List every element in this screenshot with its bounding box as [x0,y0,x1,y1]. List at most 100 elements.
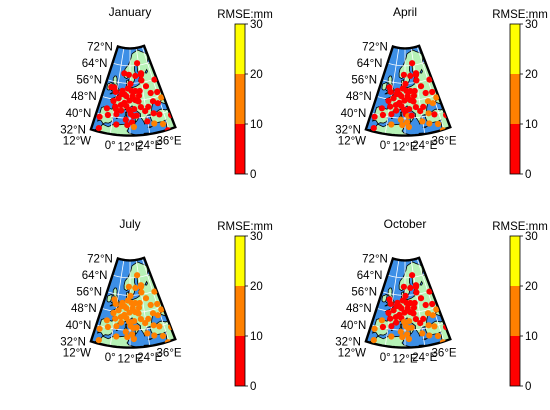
station-point [122,116,129,123]
station-point [408,324,415,331]
stations [370,60,450,136]
station-point [400,71,407,78]
station-point [433,306,440,313]
station-point [407,87,414,95]
colorbar-tick: 0 [525,169,531,181]
colorbar-band [235,336,245,386]
station-point [124,334,131,341]
lon-label: 24°E [137,140,162,152]
station-point [145,103,152,110]
station-point [422,301,429,309]
station-point [409,60,416,67]
station-point [407,284,414,291]
colorbar-tick: 30 [525,231,538,243]
station-point [419,118,426,125]
station-point [398,93,405,100]
colorbar-tick: 30 [250,231,263,243]
station-point [393,107,400,114]
station-point [426,120,433,127]
station-point [138,289,145,296]
station-point [159,332,167,340]
colorbar-tick: 20 [250,281,263,293]
station-point [113,121,120,128]
panel-title: July [119,217,140,231]
station-point [124,85,131,92]
station-point [135,310,142,317]
colorbar-band [510,236,520,286]
station-point [113,323,120,330]
station-point [399,297,406,304]
lon-label: 36°E [432,347,457,359]
station-point [113,111,120,118]
station-point [420,315,427,322]
station-point [135,304,143,311]
station-point [410,92,418,99]
station-point [413,289,420,296]
lon-label: 0° [105,352,116,364]
station-point [171,104,176,112]
lat-label: 40°N [341,108,367,120]
station-point [159,120,167,128]
station-point [121,70,128,77]
station-point [112,106,120,113]
station-point [135,92,143,99]
station-point [144,118,151,125]
station-point [129,331,136,338]
lat-label: 32°N [60,124,86,136]
station-point [137,70,145,77]
station-point [402,292,409,299]
station-point [398,305,405,312]
station-point [124,297,131,304]
station-point [397,328,404,335]
lon-label: 24°E [412,140,437,152]
station-point [402,80,409,87]
station-point [401,309,408,316]
station-point [118,319,125,326]
panel-title: January [109,5,152,19]
station-point [399,334,406,341]
station-point [113,333,120,340]
lon-label: 12°E [117,142,142,154]
station-point [151,76,158,83]
station-point [429,100,436,107]
station-point [142,295,150,302]
lat-label: 48°N [71,303,97,315]
station-point [426,288,433,295]
colorbar-tick: 10 [250,119,263,131]
station-point [132,72,139,79]
colorbar-tick: 20 [250,69,263,81]
station-point [134,60,141,67]
lat-label: 56°N [351,287,377,299]
station-point [95,337,102,344]
station-point [158,94,165,101]
lon-label: 36°E [157,135,182,147]
lat-label: 32°N [335,336,361,348]
station-point [129,93,136,100]
colorbar-band [235,124,245,174]
station-point [112,315,119,322]
station-point [123,93,130,100]
station-point [125,283,132,290]
station-point [122,328,129,335]
stations [370,272,450,348]
station-point [136,87,143,95]
station-point [404,305,411,312]
station-point [429,300,436,308]
station-point [412,282,420,289]
lat-label: 48°N [346,303,372,315]
station-point [127,80,134,87]
colorbar-band [235,74,245,124]
colorbar-tick: 10 [525,119,538,131]
colorbar-tick: 20 [525,69,538,81]
station-point [154,88,161,96]
colorbar-tick: 20 [525,281,538,293]
lon-label: 36°E [157,347,182,359]
lat-label: 72°N [87,253,113,265]
station-point [388,333,395,340]
station-point [425,110,432,117]
station-point [150,322,157,329]
station-point [387,88,394,95]
station-point [112,88,119,95]
map-panel-october: October 72°N 64°N 56°N 48°N 40°N 32°N12°W 0° 12°… [335,217,548,393]
